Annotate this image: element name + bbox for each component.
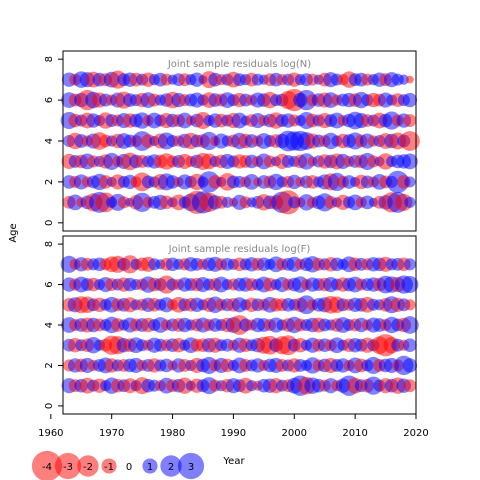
legend-bubble [31, 450, 63, 480]
legend-label: -3 [63, 462, 73, 473]
legend-label: -4 [42, 462, 52, 473]
y-tick-label: 4 [44, 322, 55, 328]
legend-label: -1 [104, 462, 114, 473]
legend-label: 2 [168, 462, 174, 473]
residual-bubble [401, 316, 419, 334]
residual-bubble [404, 196, 416, 208]
legend-bubble [160, 455, 182, 477]
legend-bubble [54, 452, 82, 480]
legend-bubble [101, 458, 117, 474]
legend-label: 1 [147, 462, 153, 473]
residual-bubble [404, 299, 416, 311]
residual-bubble [403, 114, 417, 127]
x-tick-label: 1980 [160, 428, 185, 439]
residual-bubble [276, 190, 301, 215]
residual-bubble [405, 75, 414, 84]
legend-label: 3 [188, 462, 194, 473]
y-tick-label: 4 [44, 138, 55, 144]
y-tick-label: 0 [44, 403, 55, 409]
legend-item: 0 [126, 462, 132, 473]
panel-title: Joint sample residuals log(N) [167, 59, 311, 70]
y-tick-label: 2 [44, 179, 55, 185]
panel-2: Joint sample residuals log(F) 0 2 4 6 8 1960 19… [38, 235, 429, 467]
residual-bubble [404, 176, 416, 188]
legend-item: -4 [31, 450, 63, 480]
residual-bubble [402, 153, 418, 170]
panel-1: Joint sample residuals log(N) 0 2 4 6 8 [44, 50, 420, 232]
y-tick-label: 6 [44, 97, 55, 103]
bubbles-panel-1 [60, 70, 420, 215]
x-tick-label: 1970 [99, 428, 124, 439]
residual-bubble [403, 379, 417, 393]
residual-bubble [398, 74, 409, 85]
legend-item: -1 [101, 458, 117, 474]
x-axis-label: Year [222, 456, 245, 467]
residual-bubble [399, 131, 420, 151]
legend-label: 0 [126, 462, 132, 473]
legend-bubble [177, 452, 205, 480]
y-tick-label: 8 [44, 241, 55, 247]
legend-item: 3 [177, 452, 205, 480]
y-axis-label: Age [8, 223, 19, 242]
legend-item: 1 [142, 458, 158, 474]
chart-root: Joint sample residuals log(N)02468Joint … [8, 50, 429, 480]
legend-item: -3 [54, 452, 82, 480]
legend: -4 -3 -2 -1 0 1 2 3 [31, 450, 205, 480]
residual-bubble [401, 276, 419, 294]
x-tick-label: 2020 [403, 428, 428, 439]
panel-title: Joint sample residuals log(F) [168, 244, 311, 255]
residual-bubble [403, 338, 417, 353]
residual-bubble [402, 92, 418, 108]
legend-bubble [142, 458, 158, 474]
y-tick-label: 8 [44, 56, 55, 62]
bubbles-panel-2 [60, 255, 419, 396]
y-tick-label: 6 [44, 281, 55, 287]
residual-bubble [402, 358, 418, 373]
legend-item: -2 [77, 455, 99, 477]
x-tick-label: 1960 [38, 428, 63, 439]
x-tick-label: 2000 [282, 428, 307, 439]
y-tick-label: 0 [44, 220, 55, 226]
legend-label: -2 [83, 462, 93, 473]
y-tick-label: 2 [44, 362, 55, 368]
x-tick-label: 1990 [221, 428, 246, 439]
legend-bubble [77, 455, 99, 477]
legend-item: 2 [160, 455, 182, 477]
x-tick-label: 2010 [342, 428, 367, 439]
residual-bubble [403, 258, 416, 271]
